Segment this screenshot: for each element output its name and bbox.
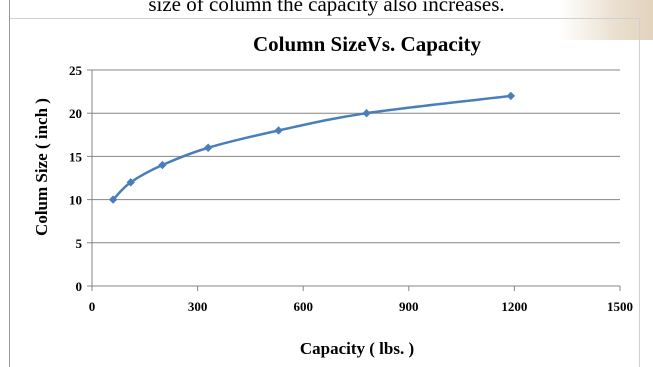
x-tick-label: 900: [399, 299, 419, 314]
y-axis-label: Colum Size ( inch ): [32, 98, 51, 236]
page-corner-decoration: [560, 0, 653, 40]
x-axis-label: Capacity ( lbs. ): [300, 339, 414, 358]
data-point-marker: [108, 195, 118, 204]
document-text-line: size of column the capacity also increas…: [148, 0, 505, 16]
x-tick-label: 1500: [607, 299, 633, 314]
data-point-marker: [203, 143, 213, 152]
data-point-marker: [158, 160, 167, 170]
y-tick-label: 20: [69, 106, 82, 121]
data-point-marker: [126, 178, 135, 187]
y-tick-label: 25: [69, 63, 83, 78]
y-tick-label: 15: [69, 149, 83, 164]
x-tick-label: 1200: [501, 299, 527, 314]
series-line: [112, 94, 512, 201]
y-tick-label: 0: [76, 279, 83, 294]
data-point-marker: [362, 109, 371, 118]
page-edge-line: [9, 0, 10, 367]
chart-area: [10, 18, 640, 367]
x-tick-label: 300: [188, 299, 208, 314]
y-tick-label: 10: [69, 193, 82, 208]
y-tick-label: 5: [76, 236, 83, 251]
x-tick-label: 600: [293, 299, 313, 314]
data-point-marker: [506, 91, 516, 101]
data-point-marker: [274, 126, 283, 135]
chart-title: Column SizeVs. Capacity: [253, 32, 482, 56]
x-tick-label: 0: [89, 299, 96, 314]
